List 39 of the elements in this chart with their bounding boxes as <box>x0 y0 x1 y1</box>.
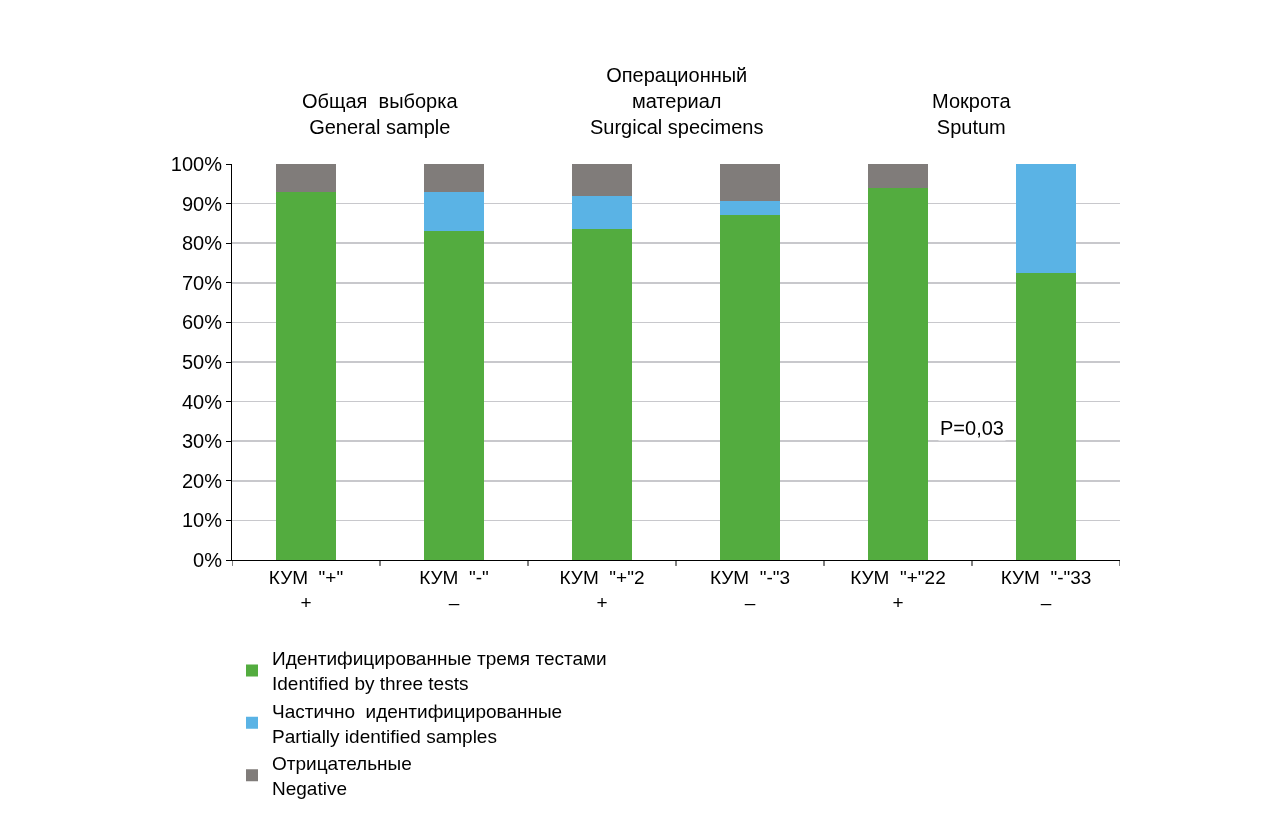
x-tick-label: КУМ "-"33 – <box>1000 566 1092 613</box>
y-tick-label: 90% <box>181 192 223 215</box>
bar <box>276 191 336 560</box>
legend-label: Идентифицированные тремя тестами Identified by three tests <box>272 648 607 695</box>
bar <box>868 187 928 560</box>
bar <box>572 164 632 197</box>
bar <box>1016 272 1076 560</box>
annotation: P=0,03 <box>940 417 1004 439</box>
y-tick-label: 20% <box>181 469 223 492</box>
text: Операционный материал Surgical specimens <box>590 64 764 138</box>
y-tick-label: 40% <box>181 390 223 413</box>
y-tick-label: 30% <box>181 430 223 453</box>
y-tick-label: 60% <box>181 311 223 334</box>
legend-label: Отрицательные Negative <box>272 753 412 799</box>
bar <box>572 196 632 230</box>
bar <box>276 164 336 192</box>
bar <box>720 215 780 560</box>
bar <box>868 164 928 188</box>
bar <box>1016 164 1076 273</box>
y-tick-label: 70% <box>181 271 223 294</box>
x-tick-label: КУМ "+"22 + <box>850 566 946 613</box>
text: Мокрота Sputum <box>932 90 1012 138</box>
x-tick-label: КУМ "-"3 – <box>709 566 791 613</box>
legend-label: Частично идентифицированные Partially identified samples <box>272 700 563 747</box>
y-tick-label: 0% <box>193 549 223 571</box>
y-tick-label: 50% <box>181 351 223 373</box>
y-tick-label: 10% <box>181 509 223 532</box>
x-tick-label: КУМ "-" – <box>419 566 489 613</box>
bar <box>424 164 484 192</box>
bar <box>424 191 484 232</box>
y-tick-label: 80% <box>181 232 223 255</box>
bar <box>572 229 632 560</box>
bar <box>720 164 780 201</box>
text: Общая выборка General sample <box>302 90 459 138</box>
bar <box>424 231 484 560</box>
x-tick-label: КУМ "+" + <box>268 566 344 613</box>
bar <box>720 200 780 216</box>
y-tick-label: 100% <box>170 153 223 175</box>
x-tick-label: КУМ "+"2 + <box>559 566 645 613</box>
